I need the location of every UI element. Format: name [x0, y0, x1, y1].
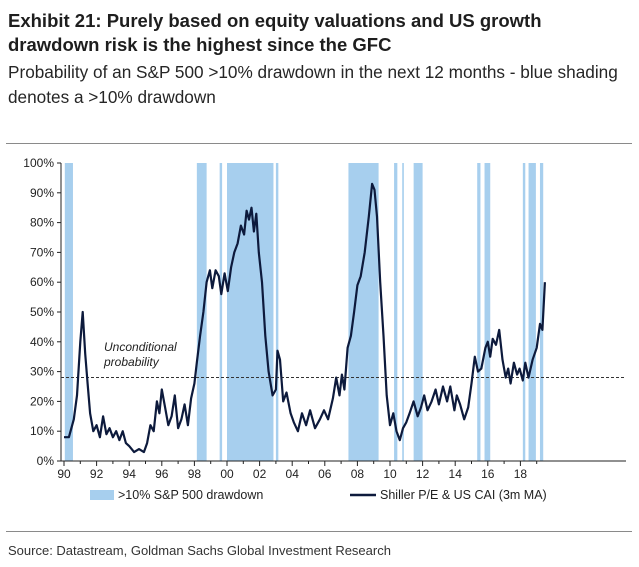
- drawdown-shade-0: [64, 163, 73, 461]
- x-axis: 90 92 94 96 98 00 02 04 06 08 10 12 14 16 18: [57, 460, 626, 481]
- y-tick-label: 10%: [30, 424, 54, 438]
- x-tick-label: 94: [123, 467, 137, 481]
- x-tick-label: 00: [220, 467, 234, 481]
- chart-subtitle: Probability of an S&P 500 >10% drawdown …: [8, 62, 618, 107]
- y-tick-label: 60%: [30, 275, 54, 289]
- x-tick-label: 06: [318, 467, 332, 481]
- x-tick-label: 08: [351, 467, 365, 481]
- drawdown-shade-3: [227, 163, 274, 461]
- drawdown-shade-13: [539, 163, 544, 461]
- shiller-pe-cai-line: [64, 182, 546, 454]
- x-tick-label: 04: [286, 467, 300, 481]
- x-tick-label: 18: [514, 467, 528, 481]
- y-tick-label: 0%: [37, 454, 55, 468]
- drawdown-shade-12: [528, 163, 536, 461]
- drawdown-shade-5: [348, 163, 379, 461]
- y-tick-label: 100%: [23, 156, 54, 170]
- drawdown-shade-11: [522, 163, 526, 461]
- y-tick-label: 90%: [30, 186, 54, 200]
- top-divider: [6, 143, 632, 144]
- source-note: Source: Datastream, Goldman Sachs Global…: [8, 543, 391, 558]
- probability-label: probability: [103, 355, 160, 369]
- y-axis: 0% 10% 20% 30% 40% 50% 60% 70% 80% 90% 100%: [23, 156, 62, 468]
- x-tick-label: 10: [383, 467, 397, 481]
- legend-shade-label: >10% S&P 500 drawdown: [118, 488, 263, 502]
- y-tick-label: 80%: [30, 216, 54, 230]
- x-tick-label: 92: [90, 467, 104, 481]
- x-tick-label: 12: [416, 467, 430, 481]
- x-tick-label: 98: [188, 467, 202, 481]
- drawdown-shade-6: [394, 163, 398, 461]
- x-tick-label: 90: [57, 467, 71, 481]
- y-tick-label: 40%: [30, 335, 54, 349]
- unconditional-label: Unconditional: [104, 340, 177, 354]
- x-tick-label: 96: [155, 467, 169, 481]
- y-tick-label: 70%: [30, 245, 54, 259]
- drawdown-shade-8: [413, 163, 423, 461]
- drawdown-shade-7: [402, 163, 404, 461]
- y-tick-label: 50%: [30, 305, 54, 319]
- x-tick-label: 16: [481, 467, 495, 481]
- y-tick-label: 30%: [30, 365, 54, 379]
- legend-shade-swatch: [90, 490, 114, 500]
- exhibit-title: Exhibit 21: Purely based on equity valua…: [8, 10, 542, 55]
- drawdown-shade-10: [484, 163, 491, 461]
- drawdown-shade-1: [196, 163, 207, 461]
- drawdown-shading-group: [64, 163, 544, 461]
- x-tick-label: 02: [253, 467, 267, 481]
- drawdown-shade-4: [275, 163, 279, 461]
- drawdown-shade-2: [219, 163, 223, 461]
- y-tick-label: 20%: [30, 394, 54, 408]
- drawdown-shade-9: [477, 163, 481, 461]
- legend: >10% S&P 500 drawdown Shiller P/E & US C…: [90, 488, 547, 502]
- x-tick-label: 14: [449, 467, 463, 481]
- bottom-divider: [6, 531, 632, 532]
- legend-line-label: Shiller P/E & US CAI (3m MA): [380, 488, 547, 502]
